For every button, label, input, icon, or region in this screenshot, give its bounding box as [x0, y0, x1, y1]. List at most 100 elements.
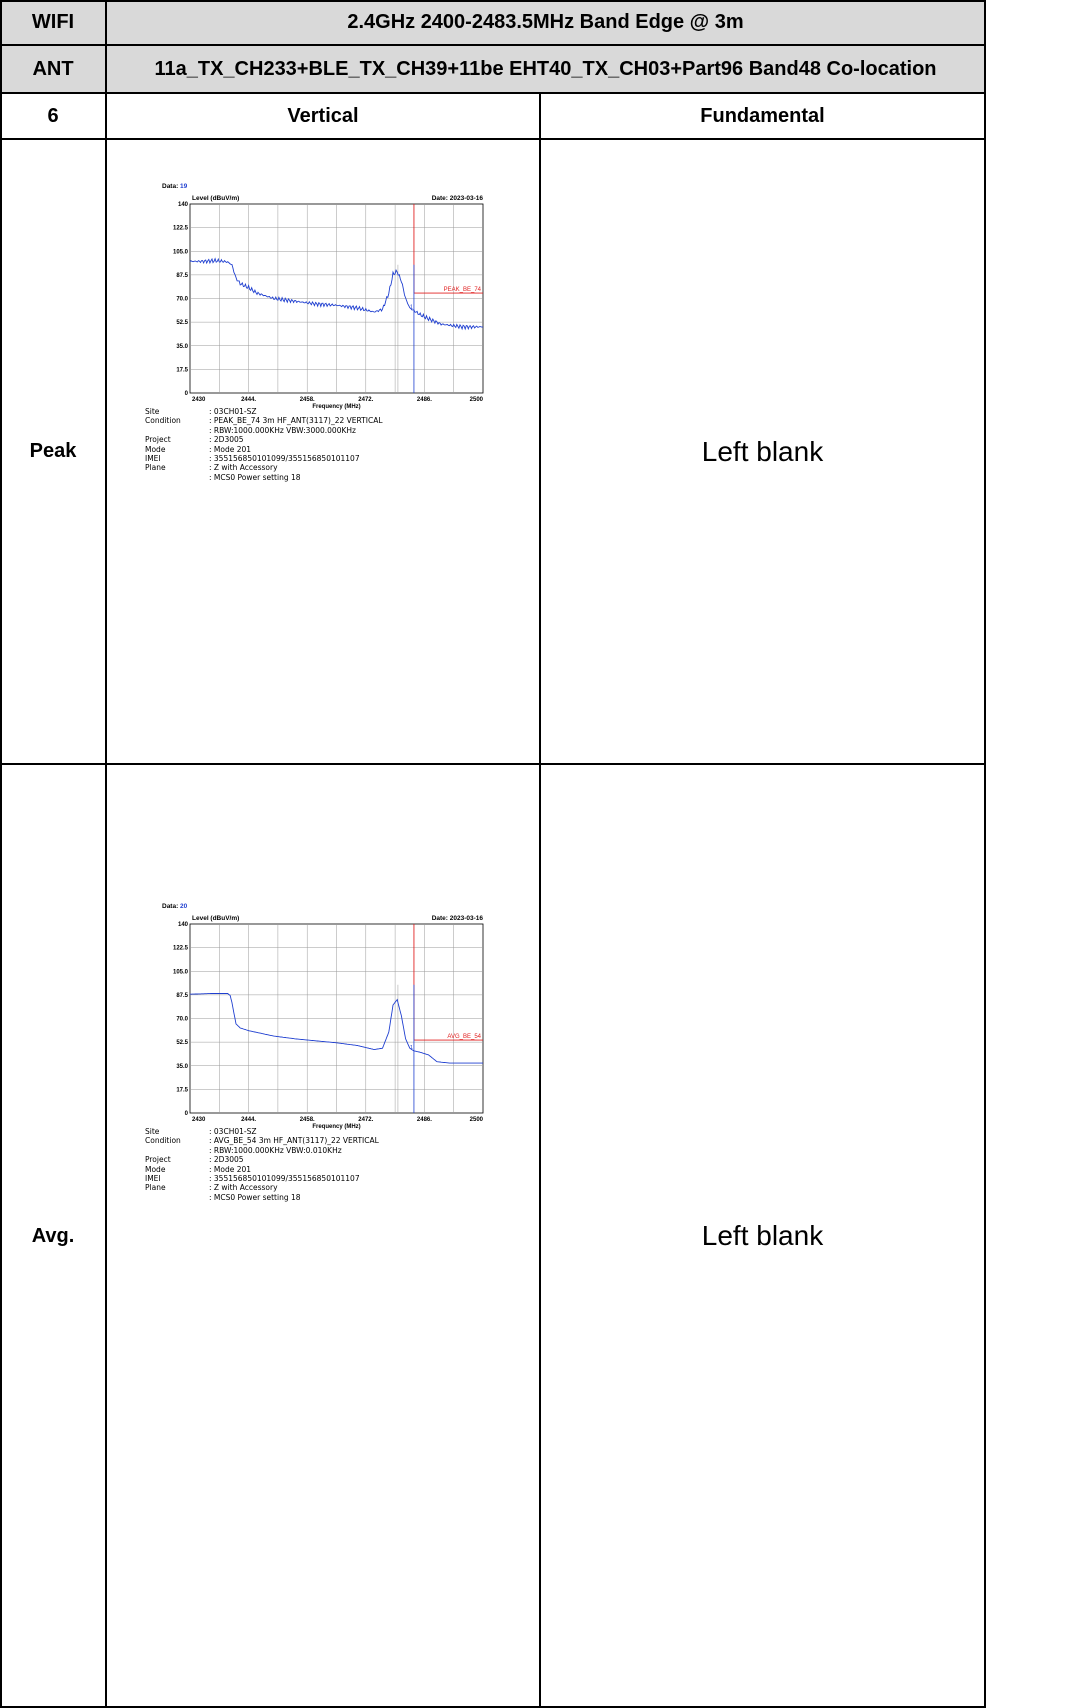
y-tick-label: 0	[185, 1111, 189, 1117]
peak-fundamental-blank: Left blank	[701, 435, 824, 467]
info-key: Plane	[145, 463, 166, 473]
info-key: Condition	[145, 416, 181, 426]
limit-line-label: AVG_BE_54	[447, 1034, 481, 1040]
y-tick-label: 87.5	[176, 993, 188, 999]
y-tick-label: 70.0	[176, 297, 188, 303]
y-tick-label: 105.0	[173, 249, 189, 255]
y-tick-label: 122.5	[173, 226, 189, 232]
y-tick-label: 70.0	[176, 1017, 188, 1023]
info-key: Project	[145, 1155, 171, 1165]
x-tick-label: 2458.	[300, 1117, 315, 1123]
header-config-title: 11a_TX_CH233+BLE_TX_CH39+11be EHT40_TX_C…	[106, 45, 985, 93]
info-value: : 2D3005	[209, 435, 244, 445]
x-axis-title: Frequency (MHz)	[312, 404, 360, 410]
info-key: Mode	[145, 444, 166, 454]
data-label: Data:	[162, 183, 178, 190]
info-value: : 03CH01-SZ	[209, 407, 257, 416]
info-value: : 2D3005	[209, 1155, 244, 1165]
table-col-rule-1	[105, 0, 107, 1708]
y-tick-label: 17.5	[176, 367, 188, 373]
info-value: : MCS0 Power setting 18	[209, 1192, 301, 1202]
info-key: Site	[145, 1127, 160, 1136]
table-border-top	[0, 0, 986, 2]
x-axis-title: Frequency (MHz)	[312, 1124, 360, 1130]
peak-plot-panel: Data: 19 Date: 2023-03-16 Level (dBuV/m) 140…	[140, 180, 505, 410]
data-number: 19	[180, 183, 188, 190]
peak-chart: Data: 19 Date: 2023-03-16 Level (dBuV/m)140…	[162, 183, 484, 410]
table-rule-4	[0, 763, 986, 765]
info-value: : MCS0 Power setting 18	[209, 472, 301, 482]
ant-number: 6	[47, 104, 59, 127]
level-trace	[189, 257, 484, 331]
table-rule-2	[0, 92, 986, 94]
y-tick-label: 52.5	[176, 1040, 188, 1046]
y-axis-title: Level (dBuV/m)	[192, 915, 239, 922]
x-tick-label: 2444.	[241, 397, 256, 403]
info-key: Mode	[145, 1164, 166, 1174]
table-rule-3	[0, 138, 986, 140]
col-fundamental-header: Fundamental	[700, 104, 825, 127]
avg-plot-panel: Data: 20 Date: 2023-03-16 Level (dBuV/m) 140…	[140, 900, 505, 1130]
header-test-title: 2.4GHz 2400-2483.5MHz Band Edge @ 3m	[106, 0, 985, 45]
y-tick-label: 52.5	[176, 320, 188, 326]
x-tick-label: 2500	[470, 1117, 484, 1123]
marker-label: 1	[410, 1045, 413, 1051]
data-label: Data:	[162, 903, 178, 910]
date-label: Date: 2023-03-16	[432, 195, 484, 202]
y-tick-label: 35.0	[176, 344, 188, 350]
x-tick-label: 2444.	[241, 1117, 256, 1123]
y-tick-label: 122.5	[173, 946, 189, 952]
y-tick-label: 105.0	[173, 969, 189, 975]
info-key: Project	[145, 435, 171, 445]
header-ant-label: ANT	[0, 45, 106, 93]
info-value: : Mode 201	[209, 1164, 252, 1174]
x-tick-label: 2430	[192, 1117, 206, 1123]
info-key: IMEI	[145, 454, 161, 463]
info-value: : Z with Accessory	[209, 1183, 278, 1193]
info-key: IMEI	[145, 1174, 161, 1183]
marker-label: 1	[410, 305, 413, 311]
y-tick-label: 140	[178, 922, 189, 928]
info-value: : RBW:1000.000KHz VBW:0.010KHz	[209, 1145, 342, 1155]
limit-line-label: PEAK_BE_74	[444, 287, 482, 293]
y-axis-title: Level (dBuV/m)	[192, 195, 239, 202]
y-tick-label: 17.5	[176, 1087, 188, 1093]
peak-info-block: Site : 03CH01-SZ Condition : PEAK_BE_74 3m …	[145, 407, 465, 487]
avg-info-block: Site : 03CH01-SZ Condition : AVG_BE_54 3m H…	[145, 1127, 465, 1207]
info-value: : Mode 201	[209, 444, 252, 454]
info-value: : PEAK_BE_74 3m HF_ANT(3117)_22 VERTICAL	[209, 416, 383, 426]
info-value: : 03CH01-SZ	[209, 1127, 257, 1136]
row-label-avg: Avg.	[31, 1224, 75, 1247]
info-key: Condition	[145, 1136, 181, 1146]
level-trace	[190, 993, 483, 1064]
date-label: Date: 2023-03-16	[432, 915, 484, 922]
info-key: Site	[145, 407, 160, 416]
info-value: : 355156850101099/355156850101107	[209, 454, 360, 463]
x-tick-label: 2458.	[300, 397, 315, 403]
data-number: 20	[180, 903, 188, 910]
x-tick-label: 2472.	[358, 1117, 373, 1123]
x-tick-label: 2486.	[417, 1117, 432, 1123]
y-tick-label: 87.5	[176, 273, 188, 279]
x-tick-label: 2500	[470, 397, 484, 403]
info-value: : Z with Accessory	[209, 463, 278, 473]
info-value: : RBW:1000.000KHz VBW:3000.000KHz	[209, 425, 356, 435]
table-rule-1	[0, 44, 986, 46]
header-wifi-label: WIFI	[0, 0, 106, 45]
table-border-left	[0, 0, 2, 1708]
info-key: Plane	[145, 1183, 166, 1193]
row-label-peak: Peak	[29, 440, 77, 462]
avg-fundamental-blank: Left blank	[701, 1220, 824, 1251]
x-tick-label: 2486.	[417, 397, 432, 403]
info-value: : AVG_BE_54 3m HF_ANT(3117)_22 VERTICAL	[209, 1136, 379, 1146]
col-vertical-header: Vertical	[287, 104, 359, 127]
y-tick-label: 140	[178, 202, 189, 208]
avg-chart: Data: 20 Date: 2023-03-16 Level (dBuV/m)140…	[162, 903, 484, 1130]
y-tick-label: 0	[185, 391, 189, 397]
table-col-rule-2	[539, 93, 541, 1708]
table-border-right	[984, 0, 986, 1708]
table-border-bottom	[0, 1706, 986, 1708]
x-tick-label: 2430	[192, 397, 206, 403]
y-tick-label: 35.0	[176, 1064, 188, 1070]
